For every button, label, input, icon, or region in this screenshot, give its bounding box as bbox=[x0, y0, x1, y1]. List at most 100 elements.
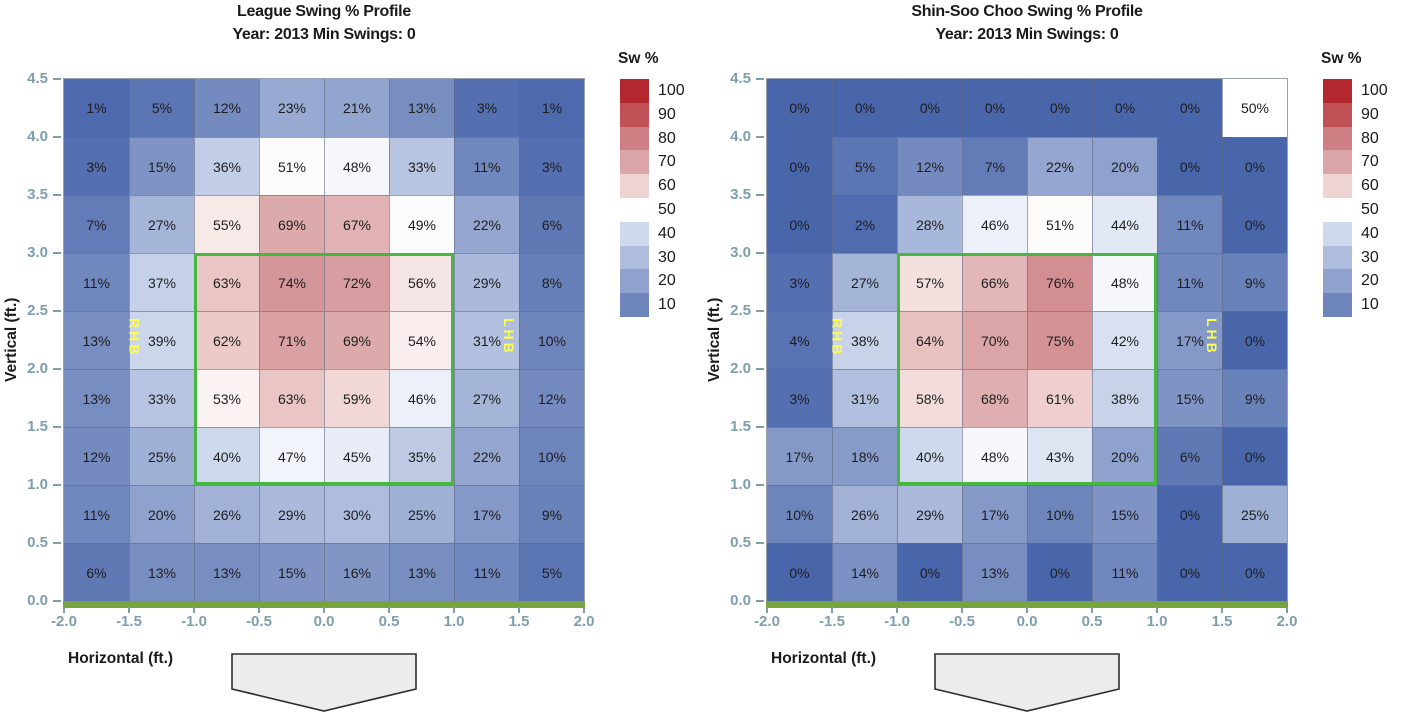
heatmap-cell: 31% bbox=[832, 369, 897, 427]
heatmap-cell: 54% bbox=[389, 311, 454, 369]
strike-zone-outline bbox=[897, 253, 1157, 485]
heatmap-cell: 0% bbox=[962, 79, 1027, 137]
heatmap-cell: 0% bbox=[1222, 137, 1287, 195]
legend-value-label: 40 bbox=[1361, 225, 1379, 242]
heatmap-cell: 14% bbox=[832, 543, 897, 601]
heatmap-cell: 25% bbox=[389, 485, 454, 543]
legend-value-label: 80 bbox=[1361, 130, 1379, 147]
x-axis-title: Horizontal (ft.) bbox=[771, 650, 877, 667]
x-tick-mark bbox=[1221, 607, 1223, 613]
chart-player-swing-profile: Shin-Soo Choo Swing % Profile Year: 2013… bbox=[703, 0, 1403, 712]
ground-line bbox=[63, 601, 585, 608]
x-tick-mark bbox=[258, 607, 260, 613]
heatmap-cell: 0% bbox=[767, 137, 832, 195]
legend-value-label: 70 bbox=[1361, 153, 1379, 170]
heatmap-cell: 0% bbox=[1222, 195, 1287, 253]
legend-swatch bbox=[620, 269, 649, 293]
heatmap-cell: 11% bbox=[64, 253, 129, 311]
heatmap-cell: 0% bbox=[1157, 543, 1222, 601]
x-tick-mark bbox=[1026, 607, 1028, 613]
heatmap-cell: 22% bbox=[454, 427, 519, 485]
x-tick-mark bbox=[831, 607, 833, 613]
heatmap-cell: 33% bbox=[129, 369, 194, 427]
y-tick-mark bbox=[53, 542, 61, 544]
x-tick-label: 1.5 bbox=[1211, 613, 1233, 630]
heatmap-cell: 15% bbox=[129, 137, 194, 195]
heatmap-cell: 12% bbox=[519, 369, 584, 427]
legend-swatch bbox=[1323, 246, 1352, 269]
heatmap-cell: 11% bbox=[1092, 543, 1157, 601]
x-tick-label: -1.0 bbox=[181, 613, 207, 630]
legend-value-label: 100 bbox=[658, 82, 685, 99]
heatmap-cell: 3% bbox=[767, 369, 832, 427]
heatmap-cell: 12% bbox=[897, 137, 962, 195]
heatmap-cell: 26% bbox=[194, 485, 259, 543]
x-tick-mark bbox=[896, 607, 898, 613]
heatmap-cell: 22% bbox=[1027, 137, 1092, 195]
y-tick-mark bbox=[756, 426, 764, 428]
heatmap-cell: 0% bbox=[1157, 137, 1222, 195]
heatmap-cell: 29% bbox=[454, 253, 519, 311]
heatmap-cell: 11% bbox=[1157, 253, 1222, 311]
heatmap-cell: 11% bbox=[454, 543, 519, 601]
heatmap-cell: 20% bbox=[129, 485, 194, 543]
heatmap-cell: 50% bbox=[1222, 79, 1287, 137]
heatmap-cell: 6% bbox=[1157, 427, 1222, 485]
heatmap-cell: 46% bbox=[962, 195, 1027, 253]
heatmap-cell: 57% bbox=[897, 253, 962, 311]
x-tick-mark bbox=[1286, 607, 1288, 613]
legend-swatch bbox=[620, 174, 649, 198]
heatmap-cell: 7% bbox=[962, 137, 1027, 195]
x-tick-label: -0.5 bbox=[949, 613, 975, 630]
heatmap-cell: 4% bbox=[767, 311, 832, 369]
chart-title: League Swing % Profile bbox=[237, 3, 411, 20]
y-tick-label: 3.0 bbox=[27, 244, 48, 261]
heatmap-cell: 17% bbox=[1157, 311, 1222, 369]
heatmap-plot: 1% 5% 12% 23% 21% 13% 3% 1% 3% 15% 36% 51% 48% 33% 11%… bbox=[63, 78, 585, 602]
heatmap-cell: 17% bbox=[454, 485, 519, 543]
y-tick-label: 4.0 bbox=[730, 128, 751, 145]
heatmap-cell: 0% bbox=[897, 543, 962, 601]
heatmap-cell: 75% bbox=[1027, 311, 1092, 369]
y-tick-label: 1.0 bbox=[730, 476, 751, 493]
heatmap-cell: 1% bbox=[519, 79, 584, 137]
heatmap-cell: 0% bbox=[897, 79, 962, 137]
heatmap-cell: 58% bbox=[897, 369, 962, 427]
legend-value-label: 30 bbox=[1361, 249, 1379, 266]
legend-value-label: 40 bbox=[658, 225, 676, 242]
x-tick-mark bbox=[583, 607, 585, 613]
y-tick-label: 1.5 bbox=[27, 418, 48, 435]
legend-swatch bbox=[620, 103, 649, 127]
heatmap-cell: 18% bbox=[832, 427, 897, 485]
heatmap-cell: 0% bbox=[1027, 543, 1092, 601]
y-tick-mark bbox=[53, 78, 61, 80]
legend-swatch bbox=[1323, 174, 1352, 198]
legend-value-label: 100 bbox=[1361, 82, 1388, 99]
y-axis-title: Vertical (ft.) bbox=[706, 297, 723, 383]
heatmap-cell: 13% bbox=[962, 543, 1027, 601]
legend-swatch bbox=[620, 150, 649, 174]
y-tick-label: 0.0 bbox=[730, 592, 751, 609]
heatmap-cell: 0% bbox=[1222, 311, 1287, 369]
heatmap-cell: 3% bbox=[64, 137, 129, 195]
heatmap-cell: 17% bbox=[767, 427, 832, 485]
legend-swatch bbox=[1323, 198, 1352, 222]
x-tick-label: -1.5 bbox=[819, 613, 845, 630]
legend-value-label: 50 bbox=[658, 201, 676, 218]
legend-swatch bbox=[1323, 79, 1352, 103]
y-tick-mark bbox=[53, 194, 61, 196]
y-tick-label: 0.0 bbox=[27, 592, 48, 609]
heatmap-cell: 49% bbox=[389, 195, 454, 253]
y-tick-mark bbox=[53, 600, 61, 602]
x-tick-mark bbox=[1156, 607, 1158, 613]
heatmap-cell: 71% bbox=[259, 311, 324, 369]
heatmap-cell: 11% bbox=[64, 485, 129, 543]
heatmap-cell: 47% bbox=[259, 427, 324, 485]
x-tick-mark bbox=[518, 607, 520, 613]
heatmap-cell: 6% bbox=[519, 195, 584, 253]
heatmap-cell: 53% bbox=[194, 369, 259, 427]
x-tick-label: 1.0 bbox=[1146, 613, 1168, 630]
x-tick-label: -0.5 bbox=[246, 613, 272, 630]
heatmap-cell: 3% bbox=[454, 79, 519, 137]
heatmap-cell: 42% bbox=[1092, 311, 1157, 369]
